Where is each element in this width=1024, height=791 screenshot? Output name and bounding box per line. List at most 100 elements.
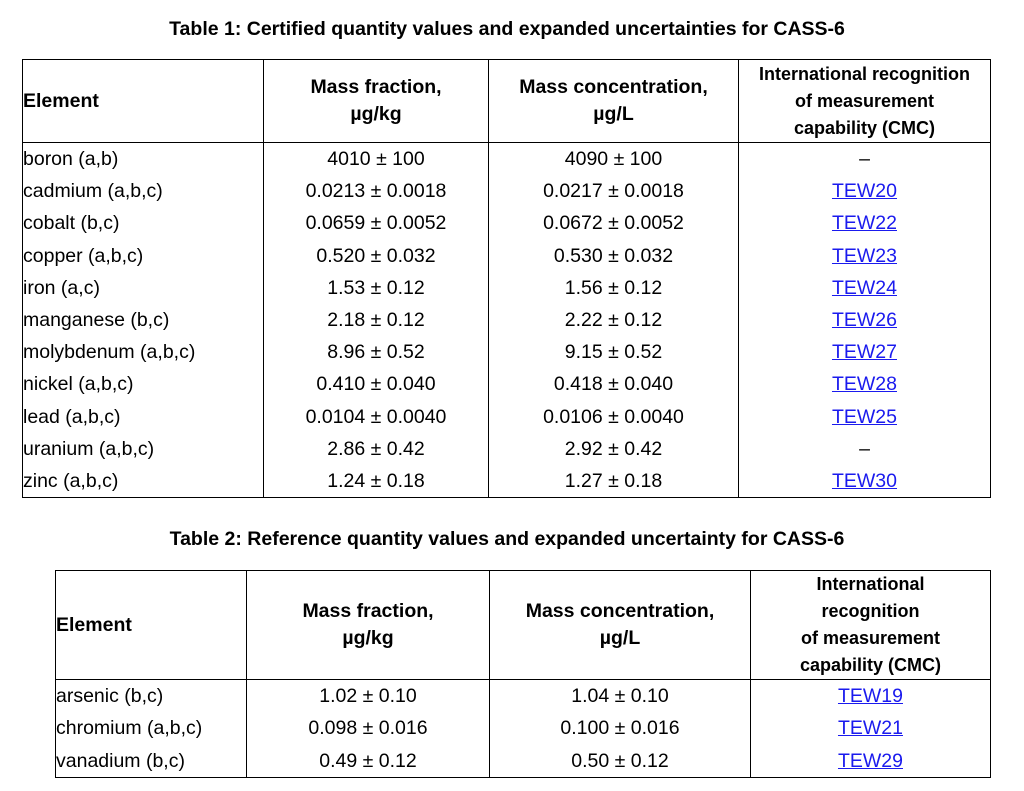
table-row: cadmium (a,b,c) 0.0213 ± 0.0018 0.0217 ± 0… (22, 175, 991, 208)
cmc-label-line3: of measurement (800, 628, 941, 648)
element-cell: molybdenum (a,b,c) (22, 336, 264, 369)
mass-concentration-label: Mass concentration, (519, 76, 708, 98)
mass-concentration-cell: 0.0106 ± 0.0040 (488, 400, 739, 433)
table-row: lead (a,b,c) 0.0104 ± 0.0040 0.0106 ± 0.00… (22, 400, 991, 433)
mass-concentration-cell: 0.50 ± 0.12 (489, 744, 751, 778)
cmc-cell: TEW19 (750, 679, 991, 713)
mass-fraction-label: Mass fraction, (302, 600, 434, 622)
cmc-link[interactable]: TEW27 (831, 341, 897, 364)
mass-fraction-cell: 2.86 ± 0.42 (263, 432, 489, 465)
cmc-link[interactable]: TEW30 (831, 469, 897, 492)
mass-fraction-cell: 2.18 ± 0.12 (263, 303, 489, 337)
table-row: copper (a,b,c) 0.520 ± 0.032 0.530 ± 0.032… (22, 239, 991, 272)
table1-header-element: Element (22, 59, 264, 143)
cmc-cell: TEW20 (738, 175, 991, 208)
mass-concentration-cell: 1.27 ± 0.18 (488, 464, 739, 499)
table1-title: Table 1: Certified quantity values and e… (169, 18, 845, 40)
cmc-cell: TEW22 (738, 207, 991, 240)
cmc-cell: TEW24 (738, 271, 991, 304)
element-cell: cadmium (a,b,c) (22, 175, 264, 208)
cmc-cell: TEW25 (738, 400, 991, 433)
mass-fraction-cell: 1.24 ± 0.18 (263, 464, 489, 499)
cmc-link[interactable]: TEW29 (837, 749, 903, 772)
table-row: nickel (a,b,c) 0.410 ± 0.040 0.418 ± 0.040… (22, 368, 991, 401)
cmc-cell: TEW26 (738, 303, 991, 337)
mass-fraction-cell: 0.0213 ± 0.0018 (263, 175, 489, 208)
cmc-link[interactable]: TEW22 (831, 212, 897, 235)
cmc-link[interactable]: TEW28 (831, 373, 897, 396)
mass-fraction-cell: 0.520 ± 0.032 (263, 239, 489, 272)
cmc-cell: – (738, 432, 991, 465)
table2-header-mass-concentration: Mass concentration, µg/L (489, 570, 751, 680)
table-row: boron (a,b) 4010 ± 100 4090 ± 100 – (22, 142, 991, 176)
cmc-link[interactable]: TEW23 (831, 244, 897, 267)
cmc-link[interactable]: TEW26 (831, 309, 897, 332)
element-cell: vanadium (b,c) (55, 744, 247, 778)
table1-header-mass-fraction: Mass fraction, µg/kg (263, 59, 489, 143)
element-cell: boron (a,b) (22, 142, 264, 176)
mass-concentration-cell: 0.418 ± 0.040 (488, 368, 739, 401)
element-cell: zinc (a,b,c) (22, 464, 264, 499)
mass-fraction-unit: µg/kg (342, 627, 394, 649)
table2-header-element: Element (55, 570, 247, 680)
cmc-label-line3: capability (CMC) (793, 117, 935, 138)
cmc-label-line1: International (816, 574, 925, 594)
cmc-none-dash: – (859, 148, 870, 171)
table-row: chromium (a,b,c) 0.098 ± 0.016 0.100 ± 0.0… (55, 712, 991, 745)
table2-header-cmc: International recognition of measurement… (750, 570, 991, 680)
table1-header-mass-concentration: Mass concentration, µg/L (488, 59, 739, 143)
table-row: cobalt (b,c) 0.0659 ± 0.0052 0.0672 ± 0.00… (22, 207, 991, 240)
element-cell: nickel (a,b,c) (22, 368, 264, 401)
mass-concentration-cell: 0.0217 ± 0.0018 (488, 175, 739, 208)
cmc-label-line1: International recognition (758, 63, 970, 84)
mass-fraction-unit: µg/kg (350, 103, 402, 125)
mass-concentration-label: Mass concentration, (525, 600, 715, 622)
element-cell: cobalt (b,c) (22, 207, 264, 240)
cmc-label-line4: capability (CMC) (799, 655, 941, 675)
element-cell: manganese (b,c) (22, 303, 264, 337)
cmc-cell: TEW21 (750, 712, 991, 745)
mass-concentration-cell: 0.0672 ± 0.0052 (488, 207, 739, 240)
mass-concentration-cell: 4090 ± 100 (488, 142, 739, 176)
cmc-link[interactable]: TEW20 (831, 180, 897, 203)
element-cell: arsenic (b,c) (55, 679, 247, 713)
mass-concentration-cell: 0.100 ± 0.016 (489, 712, 751, 745)
table-row: zinc (a,b,c) 1.24 ± 0.18 1.27 ± 0.18 TEW30 (22, 464, 991, 499)
cmc-cell: TEW28 (738, 368, 991, 401)
table2-header-row: Element Mass fraction, µg/kg Mass concen… (55, 570, 991, 680)
table-row: uranium (a,b,c) 2.86 ± 0.42 2.92 ± 0.42 – (22, 432, 991, 465)
mass-fraction-cell: 0.0659 ± 0.0052 (263, 207, 489, 240)
table-row: vanadium (b,c) 0.49 ± 0.12 0.50 ± 0.12 TEW2… (55, 744, 991, 778)
cmc-cell: TEW30 (738, 464, 991, 499)
mass-fraction-cell: 8.96 ± 0.52 (263, 336, 489, 369)
cmc-link[interactable]: TEW19 (837, 685, 903, 708)
table2-reference-values: Element Mass fraction, µg/kg Mass concen… (55, 570, 991, 778)
cmc-link[interactable]: TEW24 (831, 276, 897, 299)
element-cell: lead (a,b,c) (22, 400, 264, 433)
mass-concentration-unit: µg/L (593, 103, 634, 125)
element-cell: iron (a,c) (22, 271, 264, 304)
mass-fraction-cell: 0.49 ± 0.12 (246, 744, 490, 778)
mass-fraction-cell: 0.410 ± 0.040 (263, 368, 489, 401)
cmc-link[interactable]: TEW21 (837, 717, 903, 740)
table-row: iron (a,c) 1.53 ± 0.12 1.56 ± 0.12 TEW24 (22, 271, 991, 304)
mass-concentration-cell: 2.92 ± 0.42 (488, 432, 739, 465)
cmc-cell: – (738, 142, 991, 176)
mass-concentration-unit: µg/L (599, 627, 641, 649)
table-row: manganese (b,c) 2.18 ± 0.12 2.22 ± 0.12 TEW… (22, 303, 991, 337)
mass-concentration-cell: 1.04 ± 0.10 (489, 679, 751, 713)
cmc-link[interactable]: TEW25 (831, 405, 897, 428)
cmc-none-dash: – (859, 437, 870, 460)
table2-title: Table 2: Reference quantity values and e… (169, 528, 845, 550)
cmc-label-line2: of measurement (794, 90, 935, 111)
cmc-label-line2: recognition (821, 601, 920, 621)
table1-certified-values: Element Mass fraction, µg/kg Mass concen… (22, 59, 991, 499)
mass-fraction-cell: 0.098 ± 0.016 (246, 712, 490, 745)
mass-fraction-cell: 4010 ± 100 (263, 142, 489, 176)
mass-fraction-cell: 1.53 ± 0.12 (263, 271, 489, 304)
table-row: arsenic (b,c) 1.02 ± 0.10 1.04 ± 0.10 TEW19 (55, 679, 991, 713)
table1-header-cmc: International recognition of measurement… (738, 59, 991, 143)
cmc-cell: TEW23 (738, 239, 991, 272)
mass-concentration-cell: 2.22 ± 0.12 (488, 303, 739, 337)
mass-fraction-cell: 1.02 ± 0.10 (246, 679, 490, 713)
